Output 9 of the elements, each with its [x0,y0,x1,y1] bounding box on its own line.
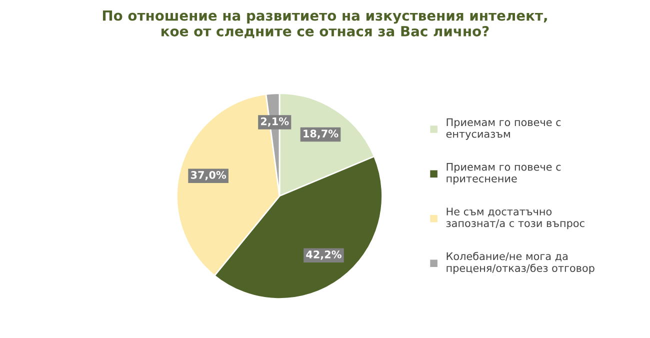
data-label: 18,7% [304,130,338,139]
legend-label: Колебание/не мога да преценя/отказ/без отговор [446,252,594,274]
chart-title: По отношение на развитието на изкуствения интелект, кое от следните се отнася за Вас лично? [102,10,547,38]
legend-label: Не съм достатъчно запознат/а с този въпрос [446,208,584,230]
data-label: 42,2% [306,250,342,260]
data-label: 2,1% [261,117,289,127]
legend-label: Приемам го повече с ентусиазъм [446,118,561,140]
data-label: 37,0% [190,170,226,180]
legend-label: Приемам го повече с притеснение [446,163,561,184]
